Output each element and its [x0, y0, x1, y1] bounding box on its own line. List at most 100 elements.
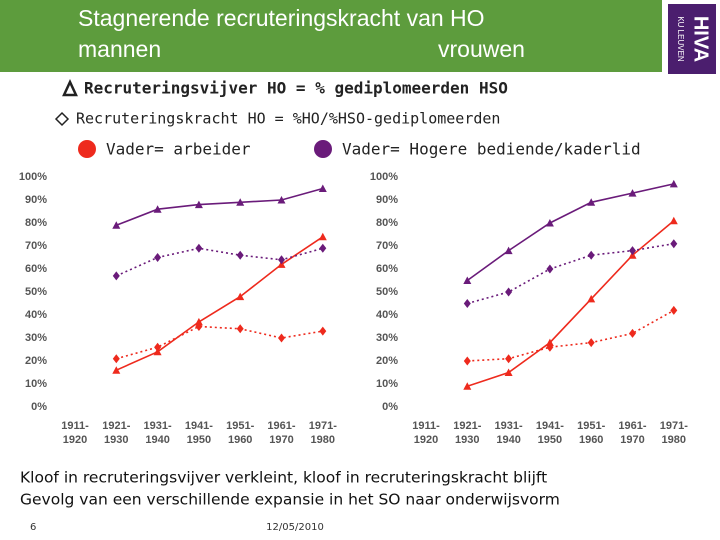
point-marker — [195, 243, 203, 253]
point-marker — [545, 338, 554, 347]
bullet-icon — [62, 79, 78, 97]
point-marker — [112, 221, 121, 229]
conclusion: Gevolg van een verschillende expansie in… — [20, 491, 560, 509]
point-marker — [505, 287, 513, 297]
y-tick-label: 20% — [376, 355, 398, 367]
point-marker — [669, 216, 678, 225]
point-marker — [154, 342, 162, 352]
point-marker — [319, 243, 327, 253]
point-marker — [278, 333, 285, 343]
title-bar — [0, 0, 662, 72]
legend-label: Vader= Hogere bediende/kaderlid — [342, 140, 641, 159]
point-marker — [463, 382, 472, 390]
y-tick-label: 20% — [25, 355, 47, 367]
title: vrouwen — [438, 36, 525, 62]
point-marker — [112, 366, 121, 374]
point-marker — [278, 255, 285, 265]
point-marker — [463, 299, 471, 308]
point-marker — [277, 196, 286, 204]
y-tick-label: 100% — [370, 171, 398, 183]
x-tick-label: 1941-1950 — [536, 420, 564, 446]
series-line — [467, 242, 674, 305]
point-marker — [669, 179, 678, 188]
point-marker — [236, 250, 244, 260]
point-marker — [153, 205, 162, 213]
y-tick-label: 40% — [376, 309, 398, 321]
point-marker — [154, 253, 162, 262]
point-marker — [587, 250, 595, 260]
y-tick-label: 80% — [376, 217, 398, 229]
y-tick-label: 90% — [376, 194, 398, 206]
series-line — [115, 236, 324, 371]
bullet-icon — [54, 111, 70, 127]
y-tick-label: 10% — [25, 378, 47, 390]
x-tick-label: 1931-1940 — [495, 420, 523, 446]
y-tick-label: 50% — [376, 286, 398, 298]
x-tick-label: 1941-1950 — [185, 420, 213, 446]
series-line — [116, 325, 323, 360]
y-tick-label: 80% — [25, 217, 47, 229]
series-line — [116, 187, 324, 227]
point-marker — [318, 184, 327, 192]
x-tick-label: 1971-1980 — [309, 420, 337, 446]
logo-subtext: KU LEUVEN — [676, 16, 685, 62]
page-number: 6 — [30, 522, 36, 533]
x-tick-label: 1921-1930 — [102, 420, 130, 446]
x-tick-label: 1961-1970 — [618, 420, 646, 446]
point-marker — [194, 317, 203, 326]
series-line — [466, 183, 674, 282]
point-marker — [236, 292, 245, 301]
point-marker — [505, 354, 513, 364]
bullet-text: Recruteringsvijver HO = % gediplomeerden… — [84, 79, 508, 98]
x-tick-label: 1911-1920 — [61, 420, 89, 446]
point-marker — [112, 354, 120, 364]
x-tick-label: 1961-1970 — [267, 420, 295, 446]
conclusion: Kloof in recruteringsvijver verkleint, k… — [20, 469, 547, 487]
point-marker — [236, 198, 245, 206]
legend-swatch — [78, 140, 96, 158]
point-marker — [463, 356, 471, 366]
point-marker — [587, 198, 596, 206]
point-marker — [629, 328, 636, 338]
y-tick-label: 30% — [376, 332, 398, 344]
y-tick-label: 70% — [25, 240, 47, 252]
logo — [668, 4, 716, 74]
title: Stagnerende recruteringskracht van HO — [78, 5, 485, 31]
y-tick-label: 70% — [376, 240, 398, 252]
y-tick-label: 60% — [25, 263, 47, 275]
bullet-text: Recruteringskracht HO = %HO/%HSO-gediplo… — [76, 110, 500, 128]
point-marker — [194, 200, 203, 209]
x-tick-label: 1911-1920 — [412, 420, 440, 446]
point-marker — [670, 239, 678, 249]
point-marker — [629, 246, 636, 256]
x-tick-label: 1921-1930 — [453, 420, 481, 446]
x-tick-label: 1951-1960 — [226, 420, 254, 446]
legend-label: Vader= arbeider — [106, 140, 251, 159]
point-marker — [546, 264, 554, 274]
date: 12/05/2010 — [266, 522, 324, 533]
point-marker — [319, 326, 327, 336]
point-marker — [587, 294, 596, 303]
legend-swatch — [314, 140, 332, 158]
point-marker — [504, 368, 513, 376]
x-tick-label: 1971-1980 — [660, 420, 688, 446]
point-marker — [236, 324, 244, 334]
x-tick-label: 1931-1940 — [144, 420, 172, 446]
y-tick-label: 30% — [25, 332, 47, 344]
point-marker — [112, 271, 120, 281]
point-marker — [587, 338, 595, 348]
series-line — [467, 309, 675, 362]
title: mannen — [78, 36, 161, 62]
series-line — [467, 220, 675, 388]
y-tick-label: 60% — [376, 263, 398, 275]
point-marker — [504, 246, 513, 255]
y-tick-label: 10% — [376, 378, 398, 390]
point-marker — [670, 305, 678, 315]
y-tick-label: 50% — [25, 286, 47, 298]
point-marker — [195, 322, 203, 331]
logo-text: HIVA — [690, 16, 712, 62]
point-marker — [318, 232, 327, 241]
y-tick-label: 0% — [382, 401, 398, 413]
